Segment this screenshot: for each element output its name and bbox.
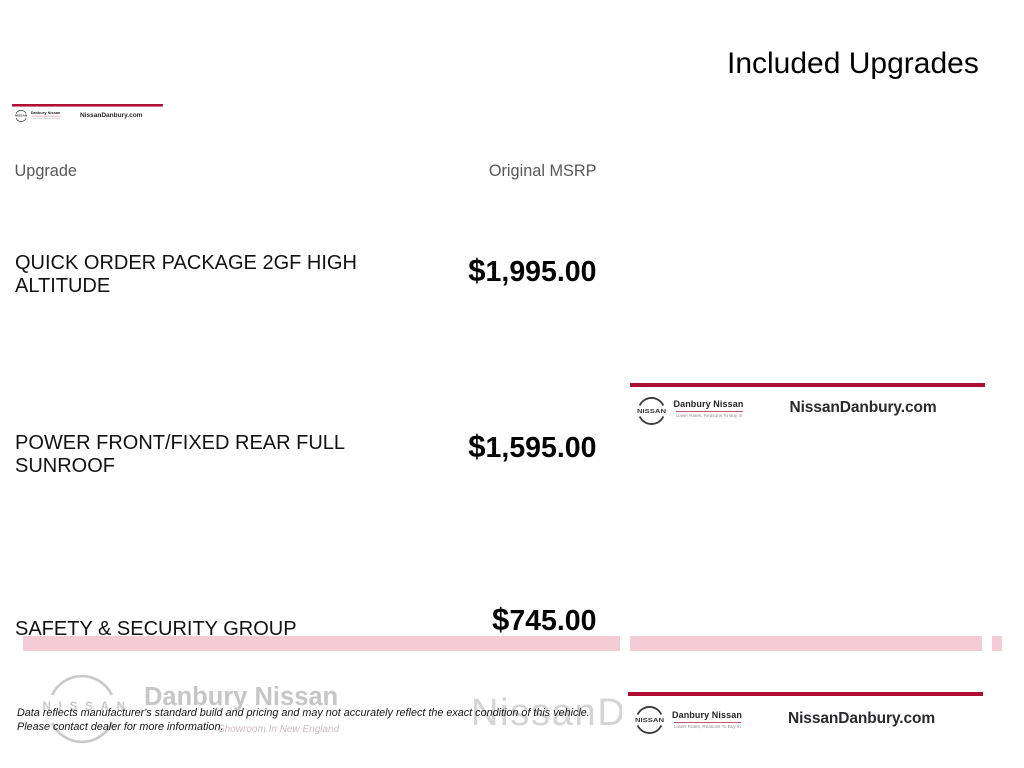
svg-text:NISSAN: NISSAN — [635, 718, 664, 724]
svg-text:NISSAN: NISSAN — [14, 115, 27, 118]
svg-text:NISSAN: NISSAN — [637, 408, 666, 414]
